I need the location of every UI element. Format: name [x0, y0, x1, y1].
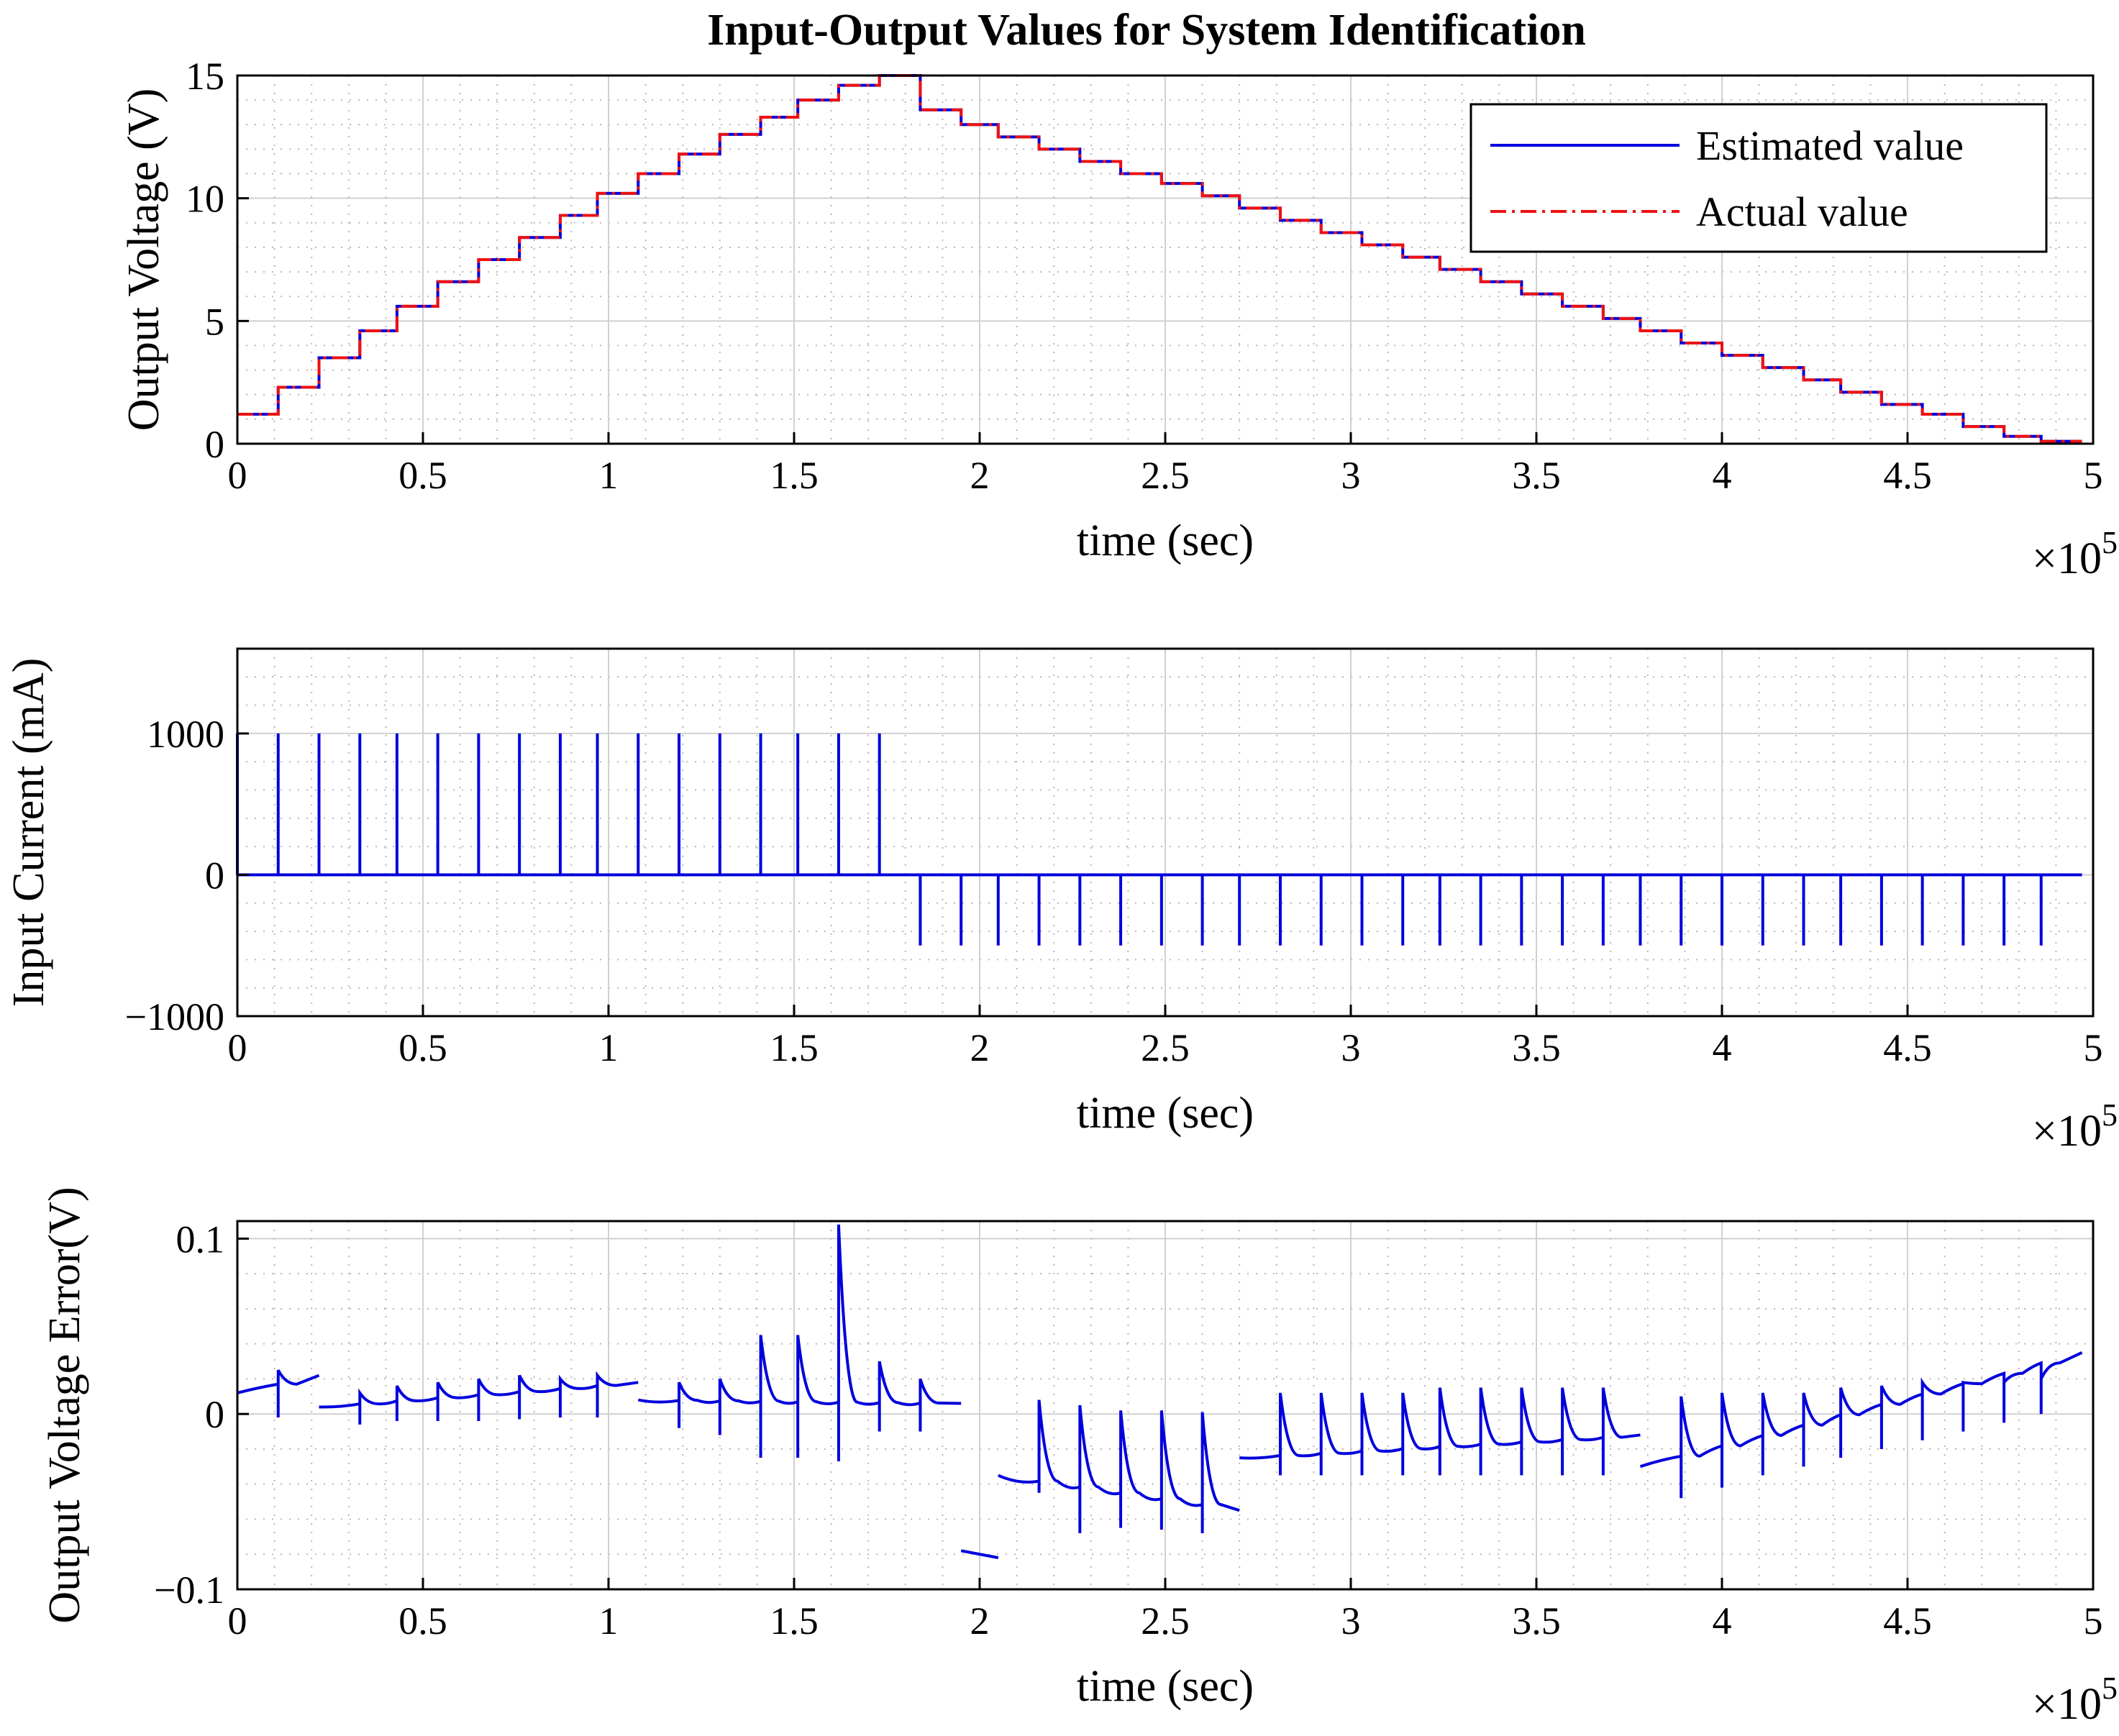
x-tick-label: 3: [1341, 1026, 1361, 1069]
x-multiplier: ×105: [2032, 525, 2118, 583]
y-tick-label: 0: [205, 423, 224, 466]
actual-value-line: [237, 74, 2082, 443]
x-multiplier: ×105: [2032, 1671, 2118, 1729]
x-tick-label: 3.5: [1512, 1599, 1561, 1643]
x-tick-label: 1.5: [770, 1599, 819, 1643]
x-tick-label: 2.5: [1141, 454, 1190, 497]
x-multiplier-base: ×10: [2032, 534, 2102, 583]
error-line-segment: [960, 1549, 999, 1560]
x-tick-label: 1: [599, 1026, 619, 1069]
ticks: 0 0.5 1 1.5 2 2.5 3 3.5 4 4.5 5 0 5 10 15: [186, 55, 2103, 497]
x-tick-label: 2: [970, 454, 990, 497]
x-tick-label: 5: [2084, 454, 2103, 497]
y-axis-label: Output Voltage (V): [119, 88, 168, 431]
x-tick-label: 0.5: [398, 1026, 447, 1069]
error-line-segment: [1239, 1387, 1641, 1476]
legend-box: [1469, 103, 2048, 253]
y-tick-label: 0: [205, 854, 224, 897]
y-axis-label: Output Voltage Error(V): [40, 1187, 89, 1623]
error-line-segment: [1639, 1351, 2083, 1499]
legend-label-estimated: Estimated value: [1696, 122, 1964, 169]
error-line-segment: [997, 1399, 1240, 1533]
x-multiplier-base: ×10: [2032, 1107, 2102, 1156]
y-tick-label: 15: [186, 55, 224, 98]
x-tick-label: 4.5: [1883, 454, 1932, 497]
x-tick-label: 0: [228, 1026, 247, 1069]
legend-label-actual: Actual value: [1696, 188, 1908, 235]
x-tick-label: 2.5: [1141, 1599, 1190, 1643]
x-tick-label: 1: [599, 1599, 619, 1643]
y-tick-label: 5: [205, 300, 224, 343]
plot-area: [236, 733, 2082, 946]
x-tick-label: 2.5: [1141, 1026, 1190, 1069]
x-tick-label: 0: [228, 1599, 247, 1643]
ticks: 0 0.5 1 1.5 2 2.5 3 3.5 4 4.5 5−0.100.1: [154, 1218, 2102, 1643]
error-line-segment: [637, 1224, 962, 1462]
x-tick-label: 0.5: [398, 454, 447, 497]
x-tick-label: 3.5: [1512, 454, 1561, 497]
plot-area: [237, 1224, 2083, 1560]
y-tick-label: 0.1: [176, 1218, 225, 1261]
x-tick-label: 4: [1713, 1026, 1732, 1069]
legend: Estimated value Actual value: [1469, 103, 2048, 253]
y-tick-label: −1000: [125, 995, 224, 1038]
x-multiplier: ×105: [2032, 1097, 2118, 1156]
x-axis-label: time (sec): [1077, 1089, 1254, 1138]
x-multiplier-exponent: 5: [2102, 525, 2118, 560]
error-line-segment: [237, 1369, 320, 1418]
grid: [237, 649, 2094, 1017]
x-tick-label: 4: [1713, 454, 1732, 497]
y-axis-label: Input Current (mA): [4, 658, 53, 1008]
y-tick-label: −0.1: [154, 1568, 224, 1612]
x-tick-label: 2: [970, 1026, 990, 1069]
x-axis-label: time (sec): [1077, 1662, 1254, 1711]
x-tick-label: 4: [1713, 1599, 1732, 1643]
grid: [237, 1221, 2094, 1590]
x-tick-label: 0: [228, 454, 247, 497]
x-tick-label: 3.5: [1512, 1026, 1561, 1069]
error-line-segment: [319, 1371, 639, 1425]
x-tick-label: 0.5: [398, 1599, 447, 1643]
x-multiplier-base: ×10: [2032, 1680, 2102, 1729]
x-axis-label: time (sec): [1077, 516, 1254, 565]
x-tick-label: 1.5: [770, 1026, 819, 1069]
x-multiplier-exponent: 5: [2102, 1097, 2118, 1133]
x-tick-label: 1: [599, 454, 619, 497]
plot-area: [237, 74, 2082, 443]
y-tick-label: 10: [186, 178, 224, 221]
voltage-chart: 0 0.5 1 1.5 2 2.5 3 3.5 4 4.5 5 0 5 10 15 time (sec) Out…: [119, 55, 2118, 583]
x-tick-label: 1.5: [770, 454, 819, 497]
x-tick-label: 5: [2084, 1599, 2103, 1643]
x-tick-label: 4.5: [1883, 1599, 1932, 1643]
x-tick-label: 4.5: [1883, 1026, 1932, 1069]
x-tick-label: 3: [1341, 454, 1361, 497]
figure-title: Input-Output Values for System Identific…: [707, 6, 1586, 55]
y-tick-label: 0: [205, 1393, 224, 1436]
y-tick-label: 1000: [147, 713, 224, 756]
x-tick-label: 2: [970, 1599, 990, 1643]
x-multiplier-exponent: 5: [2102, 1671, 2118, 1706]
x-tick-label: 5: [2084, 1026, 2103, 1069]
x-tick-label: 3: [1341, 1599, 1361, 1643]
